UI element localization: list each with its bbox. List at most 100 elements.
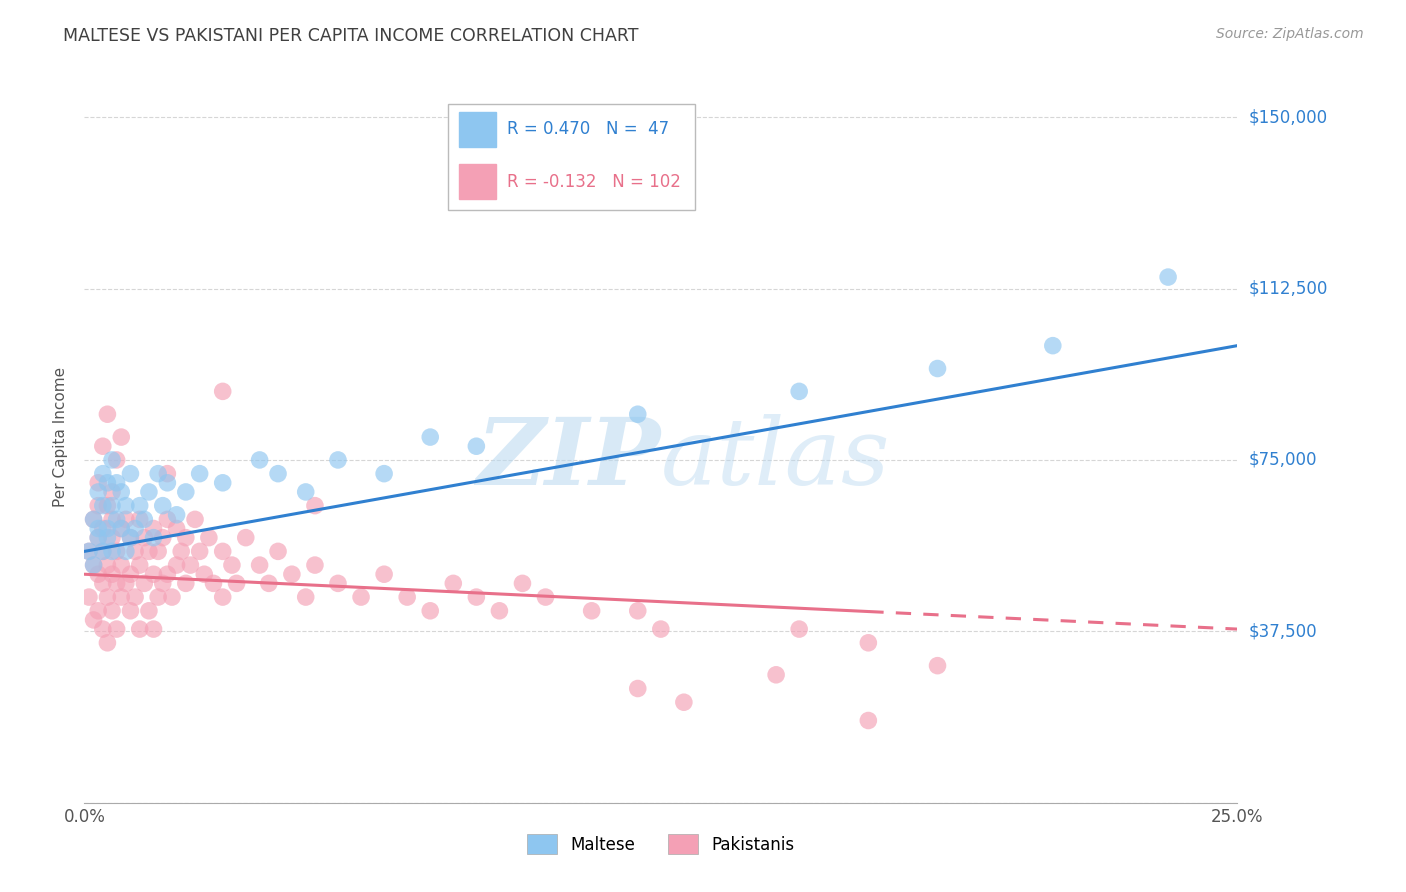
Point xyxy=(87,475,110,490)
Point xyxy=(128,499,150,513)
Point xyxy=(91,576,114,591)
Point xyxy=(87,567,110,582)
Text: atlas: atlas xyxy=(661,414,890,504)
Point xyxy=(373,567,395,582)
Point xyxy=(188,467,211,481)
Point xyxy=(105,512,128,526)
Point xyxy=(174,531,197,545)
Point xyxy=(124,544,146,558)
Point xyxy=(120,604,142,618)
Point xyxy=(534,590,557,604)
Text: $37,500: $37,500 xyxy=(1249,623,1317,640)
Point xyxy=(91,521,114,535)
Point xyxy=(294,590,316,604)
Point xyxy=(858,636,880,650)
Point xyxy=(120,467,142,481)
Point xyxy=(101,453,124,467)
Point xyxy=(105,576,128,591)
Point xyxy=(787,622,810,636)
Point xyxy=(96,590,118,604)
Point xyxy=(512,576,534,591)
Point xyxy=(134,512,156,526)
Point xyxy=(627,681,650,696)
Point xyxy=(87,499,110,513)
Point xyxy=(225,576,247,591)
Point xyxy=(627,604,650,618)
Point xyxy=(304,558,326,573)
Point xyxy=(294,484,316,499)
Point xyxy=(156,567,179,582)
Point xyxy=(465,590,488,604)
Point xyxy=(96,531,118,545)
Bar xyxy=(460,164,496,200)
Text: $112,500: $112,500 xyxy=(1249,279,1327,298)
Point xyxy=(110,521,132,535)
Point xyxy=(77,544,100,558)
Bar xyxy=(460,112,496,146)
Text: ZIP: ZIP xyxy=(477,414,661,504)
Point xyxy=(142,567,165,582)
Point xyxy=(581,604,603,618)
Point xyxy=(152,531,174,545)
Text: Source: ZipAtlas.com: Source: ZipAtlas.com xyxy=(1216,27,1364,41)
Point xyxy=(166,521,188,535)
Point xyxy=(138,604,160,618)
Point xyxy=(91,544,114,558)
Y-axis label: Per Capita Income: Per Capita Income xyxy=(53,367,69,508)
Point xyxy=(120,531,142,545)
Point xyxy=(105,475,128,490)
Point xyxy=(101,499,124,513)
Point xyxy=(128,512,150,526)
Point xyxy=(77,544,100,558)
Point xyxy=(441,576,464,591)
Point xyxy=(160,590,183,604)
Point xyxy=(396,590,419,604)
Point xyxy=(105,453,128,467)
Point xyxy=(91,622,114,636)
Point xyxy=(198,531,221,545)
Point xyxy=(134,531,156,545)
Point xyxy=(156,467,179,481)
Text: $75,000: $75,000 xyxy=(1249,451,1317,469)
Point xyxy=(83,512,105,526)
Point xyxy=(152,499,174,513)
Point xyxy=(174,484,197,499)
Point xyxy=(350,590,373,604)
Point xyxy=(91,467,114,481)
Point xyxy=(465,439,488,453)
Point xyxy=(235,531,257,545)
Point xyxy=(193,567,215,582)
Point xyxy=(101,544,124,558)
Point xyxy=(166,508,188,522)
Point xyxy=(672,695,695,709)
Point xyxy=(267,467,290,481)
Point xyxy=(138,484,160,499)
Point xyxy=(142,622,165,636)
Point xyxy=(211,475,233,490)
Point xyxy=(257,576,280,591)
Point xyxy=(96,475,118,490)
Point xyxy=(105,544,128,558)
Point xyxy=(91,439,114,453)
Point xyxy=(96,636,118,650)
Point xyxy=(146,590,169,604)
Point xyxy=(304,499,326,513)
Point xyxy=(96,407,118,421)
Point xyxy=(650,622,672,636)
Point xyxy=(249,453,271,467)
Point xyxy=(134,576,156,591)
Point xyxy=(115,499,138,513)
Point xyxy=(146,467,169,481)
Point xyxy=(87,604,110,618)
Point xyxy=(101,604,124,618)
Point xyxy=(83,558,105,573)
Text: MALTESE VS PAKISTANI PER CAPITA INCOME CORRELATION CHART: MALTESE VS PAKISTANI PER CAPITA INCOME C… xyxy=(63,27,638,45)
Point xyxy=(115,512,138,526)
Point xyxy=(211,384,233,399)
Point xyxy=(211,590,233,604)
Point xyxy=(166,558,188,573)
Point xyxy=(488,604,510,618)
Point xyxy=(91,544,114,558)
Point xyxy=(202,576,225,591)
Point xyxy=(115,544,138,558)
